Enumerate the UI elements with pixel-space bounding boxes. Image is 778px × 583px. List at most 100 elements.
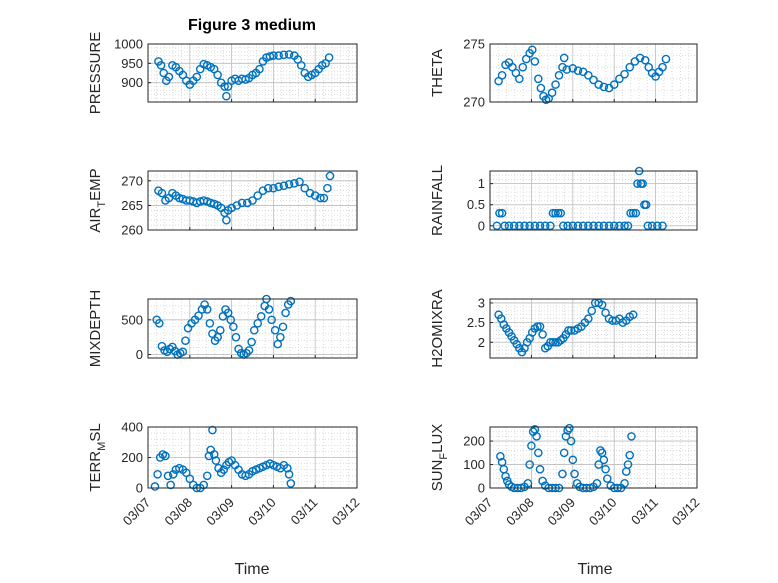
data-point: [628, 208, 638, 218]
data-point: [525, 460, 534, 469]
axes-background: [490, 171, 697, 230]
data-point: [255, 64, 264, 74]
data-point: [527, 441, 536, 451]
data-point: [165, 344, 175, 354]
data-point: [534, 74, 543, 84]
data-point: [204, 451, 214, 461]
y-axis-label: THETA: [429, 49, 446, 97]
data-point: [527, 45, 537, 55]
y-axis-label-main: TERR: [87, 451, 104, 492]
data-point: [553, 208, 563, 218]
data-point: [658, 221, 667, 231]
data-point: [536, 83, 546, 93]
data-point: [310, 191, 320, 200]
data-point: [584, 71, 593, 80]
data-point: [199, 480, 209, 490]
data-point: [501, 471, 510, 481]
data-point: [281, 308, 290, 318]
data-point: [256, 312, 266, 321]
data-point: [568, 221, 578, 231]
data-point: [244, 346, 254, 355]
data-point: [530, 57, 540, 66]
minor-grid: [490, 171, 697, 230]
data-point: [211, 456, 221, 465]
data-point: [253, 191, 263, 200]
y-tick-label: 2: [478, 335, 485, 350]
data-point: [559, 448, 569, 458]
data-point: [599, 221, 609, 231]
series-markers: [152, 294, 296, 359]
data-point: [227, 203, 236, 213]
data-point: [289, 178, 299, 188]
y-tick-label: 275: [463, 37, 485, 52]
data-point: [573, 221, 583, 231]
axes-frame: [147, 170, 358, 231]
data-point: [584, 221, 593, 231]
data-point: [258, 186, 268, 195]
data-point: [237, 198, 247, 208]
data-point: [596, 446, 605, 455]
data-point: [568, 455, 578, 465]
data-point: [497, 71, 507, 80]
major-grid: [148, 299, 357, 358]
data-point: [305, 188, 315, 198]
panel-theta: 270 275 THETA: [429, 37, 698, 110]
data-point: [594, 460, 603, 469]
major-grid: [490, 299, 697, 358]
data-point: [155, 318, 164, 328]
data-point: [220, 82, 229, 91]
y-tick-label: 2.5: [467, 315, 485, 330]
y-axis-label-rest: SL: [87, 423, 104, 441]
data-point: [547, 88, 557, 98]
y-tick-label: 500: [121, 312, 143, 327]
data-point: [316, 193, 325, 203]
data-point: [286, 296, 296, 306]
axes-background: [490, 427, 697, 488]
axes-frame: [489, 43, 698, 103]
data-point: [661, 54, 671, 64]
data-point: [653, 221, 662, 231]
data-point: [631, 208, 641, 218]
data-point: [200, 300, 209, 309]
data-point: [279, 50, 289, 60]
data-point: [229, 322, 238, 332]
data-point: [558, 469, 567, 479]
data-point: [247, 337, 256, 347]
y-tick-label: 400: [121, 420, 143, 435]
data-point: [497, 208, 507, 218]
data-point: [628, 310, 638, 320]
data-point: [276, 332, 285, 342]
data-point: [205, 318, 215, 328]
data-point: [265, 52, 275, 61]
panel-rainfall: 0 0.5 1 RAINFALL: [429, 165, 698, 236]
data-point: [194, 311, 203, 320]
axes-frame: [489, 298, 698, 359]
panel-mixdepth: 0 500 MIXDEPTH: [87, 290, 358, 367]
data-point: [573, 66, 583, 75]
data-point: [597, 300, 607, 310]
data-point: [546, 221, 555, 231]
data-point: [604, 221, 614, 231]
y-axis-label: H2OMIXRA: [429, 289, 446, 367]
data-point: [253, 318, 263, 328]
data-point: [181, 336, 190, 345]
data-point: [496, 452, 505, 461]
data-point: [638, 179, 647, 188]
data-point: [278, 322, 288, 332]
data-point: [603, 474, 612, 483]
data-point: [615, 221, 624, 231]
data-point: [620, 221, 629, 231]
y-tick-label: 100: [463, 457, 485, 472]
data-point: [283, 463, 292, 473]
data-point: [270, 325, 280, 335]
y-tick-label: 900: [121, 75, 143, 90]
data-point: [269, 183, 278, 193]
data-point: [533, 322, 542, 331]
data-point: [626, 208, 635, 218]
data-point: [570, 469, 579, 479]
data-point: [535, 322, 545, 331]
y-tick-label: 200: [463, 434, 485, 449]
y-axis-label: RAINFALL: [429, 165, 446, 236]
y-tick-label: 265: [121, 198, 143, 213]
